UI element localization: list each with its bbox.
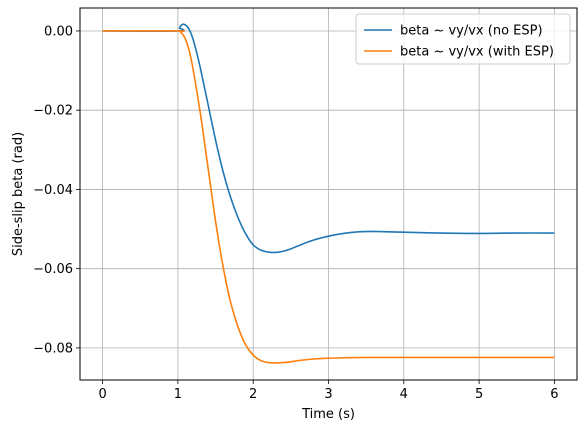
legend-label-with-esp: beta ~ vy/vx (with ESP) — [400, 45, 554, 60]
x-tick-label: 0 — [98, 387, 106, 402]
x-tick-label: 5 — [475, 387, 483, 402]
y-tick-label: 0.00 — [44, 24, 73, 39]
x-axis-label: Time (s) — [301, 407, 355, 422]
legend-box — [355, 13, 571, 65]
x-tick-label: 3 — [324, 387, 332, 402]
y-tick-label: −0.08 — [33, 341, 73, 356]
y-tick-label: −0.06 — [33, 262, 73, 277]
x-tick-label: 2 — [249, 387, 257, 402]
x-tick-label: 1 — [174, 387, 182, 402]
series-line-1 — [102, 30, 555, 364]
y-axis-label: Side-slip beta (rad) — [11, 132, 26, 256]
x-tick-label: 4 — [400, 387, 408, 402]
x-tick-label: 6 — [550, 387, 558, 402]
series-lines — [102, 23, 555, 364]
legend: beta ~ vy/vx (no ESP) beta ~ vy/vx (with… — [355, 13, 571, 65]
x-axis-ticks: 0 1 2 3 4 5 6 — [98, 380, 559, 402]
y-tick-label: −0.04 — [33, 183, 73, 198]
y-tick-label: −0.02 — [33, 104, 73, 119]
y-axis-ticks: 0.00 −0.02 −0.04 −0.06 −0.08 — [33, 24, 80, 356]
legend-label-no-esp: beta ~ vy/vx (no ESP) — [400, 24, 543, 39]
series-line-0 — [102, 23, 555, 254]
grid — [80, 8, 577, 380]
